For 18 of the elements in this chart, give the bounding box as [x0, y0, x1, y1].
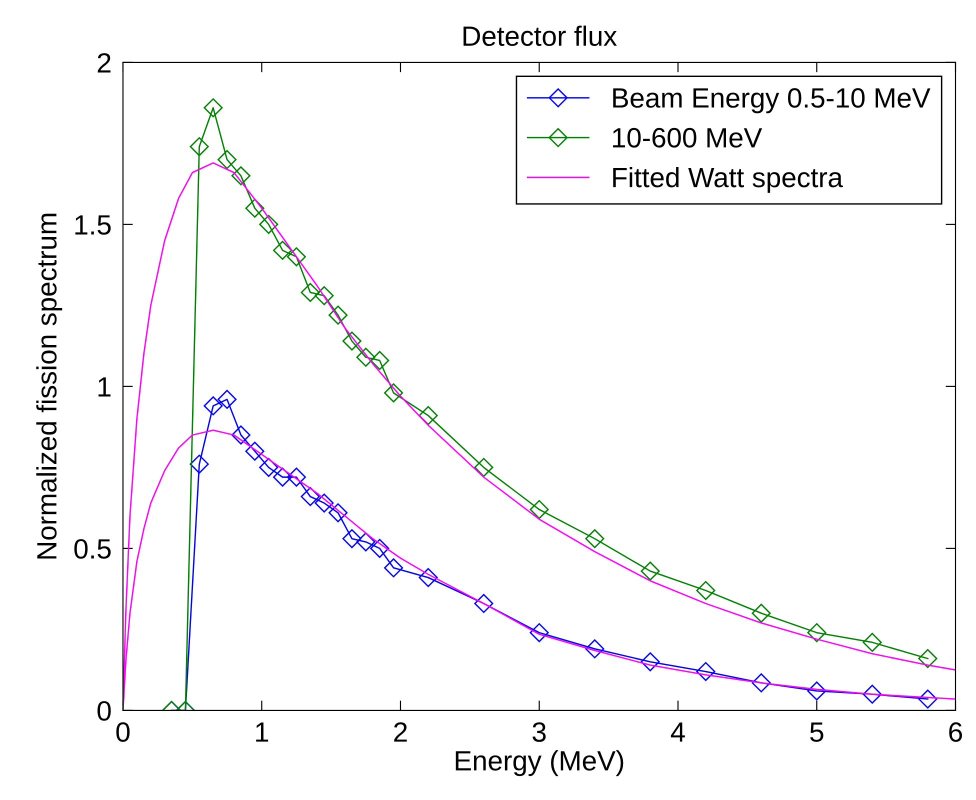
legend-label: Fitted Watt spectra: [613, 166, 843, 193]
y-tick-label: 0.5: [74, 539, 111, 559]
y-axis-title: Normalized fission spectrum: [36, 214, 62, 559]
y-tick-label: 1.5: [75, 215, 111, 235]
x-tick-label: 2: [394, 722, 407, 742]
x-tick-label: 0: [116, 722, 130, 742]
legend-label: Beam Energy 0.5-10 MeV: [613, 88, 930, 114]
chart-title: Detector flux: [464, 26, 617, 46]
y-tick-label: 2: [98, 53, 110, 72]
x-axis-title: Energy (MeV): [456, 750, 624, 776]
y-tick-label: 0: [98, 701, 111, 721]
x-tick-label: 4: [670, 722, 685, 742]
legend-label: 10-600 MeV: [613, 128, 762, 148]
x-tick-label: 5: [810, 722, 824, 742]
y-tick-label: 1: [98, 377, 111, 396]
x-tick-label: 3: [532, 722, 546, 742]
x-tick-label: 1: [256, 722, 268, 742]
x-tick-label: 6: [949, 722, 962, 742]
